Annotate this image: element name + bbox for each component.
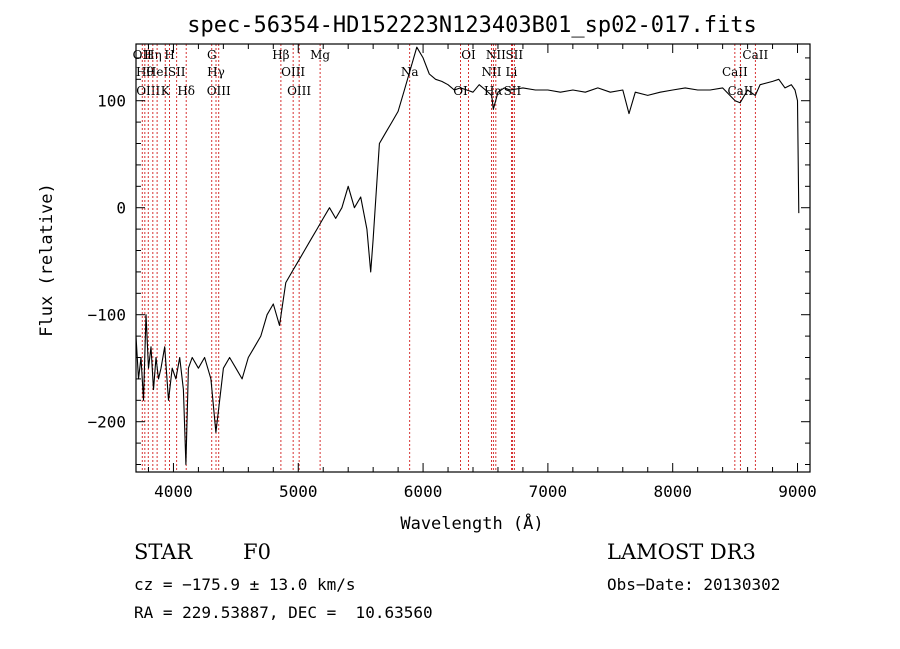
object-class: STAR	[134, 540, 193, 564]
plot-frame	[135, 43, 811, 473]
redshift-velocity: cz = −175.9 ± 13.0 km/s	[134, 575, 356, 594]
x-tick-label: 9000	[778, 482, 817, 501]
spectral-line-label: CaII	[742, 48, 768, 62]
spectral-line-label: NII	[481, 65, 501, 79]
spectral-line-label: Hα	[484, 84, 503, 98]
x-tick-label: 5000	[279, 482, 318, 501]
y-tick-label: 100	[97, 92, 126, 111]
spectral-line-label: Hδ	[177, 84, 195, 98]
spectral-line-label: Hβ	[272, 48, 289, 62]
axis-ticks: 4000 5000 6000 7000 8000 9000 −200 −100 0 100	[87, 44, 817, 501]
spectral-line-label: OIII	[207, 84, 231, 98]
spectral-line-markers: OII Hθ OIII Hη HeI K H SII Hδ G Hγ OIII Hβ OIII OIII Mg…	[133, 44, 768, 472]
spectral-line-label: OI	[461, 48, 476, 62]
y-tick-label: −100	[87, 306, 126, 325]
spectral-line-label: G	[207, 48, 217, 62]
x-tick-label: 4000	[154, 482, 193, 501]
x-tick-label: 8000	[653, 482, 692, 501]
spectral-line-label: OIII	[281, 65, 305, 79]
coordinates: RA = 229.53887, DEC = 10.63560	[134, 603, 433, 622]
spectral-line-label: K	[161, 84, 171, 98]
flux-series-line	[135, 46, 800, 466]
spectral-line-label: Mg	[310, 48, 330, 62]
x-tick-label: 7000	[529, 482, 568, 501]
spectral-line-label: SII	[168, 65, 186, 79]
spectral-line-label: Li	[506, 65, 518, 79]
spectral-line-label: OII	[133, 48, 153, 62]
y-tick-label: −200	[87, 413, 126, 432]
spectral-line-label: SII	[504, 84, 522, 98]
spectral-line-label: NII	[486, 48, 506, 62]
x-axis-label: Wavelength (Å)	[400, 512, 543, 534]
spectral-line-label: Hθ	[136, 65, 154, 79]
chart-title: spec-56354-HD152223N123403B01_sp02-017.f…	[187, 13, 757, 38]
survey-name: LAMOST DR3	[607, 540, 756, 564]
y-tick-label: 0	[116, 199, 126, 218]
spectral-line-label: SII	[505, 48, 523, 62]
spectral-line-label: CaII	[727, 84, 753, 98]
spectral-line-label: CaII	[722, 65, 748, 79]
object-subclass: F0	[243, 540, 271, 564]
spectral-line-label: OIII	[287, 84, 311, 98]
spectral-line-label: H	[164, 48, 174, 62]
x-tick-label: 6000	[404, 482, 443, 501]
spectral-line-label: HeI	[146, 65, 169, 79]
spectral-line-label: Hη	[144, 48, 162, 62]
observation-date: Obs−Date: 20130302	[607, 575, 781, 594]
spectral-line-label: Hγ	[207, 65, 225, 79]
spectral-line-label: OIII	[136, 84, 160, 98]
y-axis-label: Flux (relative)	[37, 183, 57, 337]
spectral-line-label: OI	[453, 84, 468, 98]
